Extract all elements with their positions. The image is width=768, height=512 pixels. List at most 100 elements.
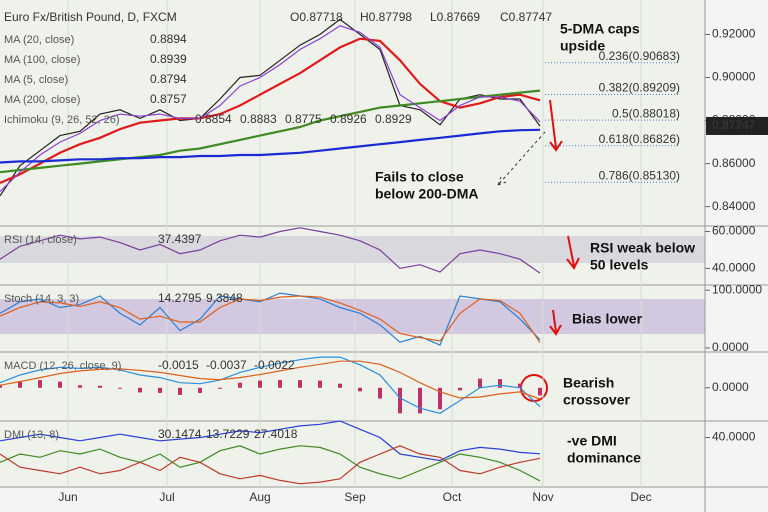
histogram-bar: [538, 387, 542, 396]
annotation: upside: [560, 38, 605, 54]
price-box: [706, 116, 768, 135]
panel-title: DMI (13, 8): [4, 429, 59, 441]
histogram-bar: [198, 387, 202, 393]
series-line: [0, 227, 541, 274]
legend-value: -0.0022: [254, 358, 295, 372]
x-tick-label: Dec: [630, 490, 651, 504]
histogram-bar: [218, 387, 222, 389]
histogram-bar: [458, 387, 462, 391]
legend-value: 13.7229: [206, 427, 250, 441]
legend-label: MA (20, close): [4, 34, 74, 46]
series-line: [0, 292, 541, 346]
ohlc-value: C0.87747: [500, 10, 552, 24]
legend-label: MA (200, close): [4, 94, 80, 106]
annotation: RSI weak below: [590, 240, 695, 256]
legend-value: 0.8939: [150, 52, 187, 66]
legend-value: 14.2795: [158, 291, 202, 305]
series-line: [0, 360, 541, 400]
annotation: dominance: [567, 450, 641, 466]
histogram-bar: [318, 380, 322, 388]
fib-label: 0.786(0.85130): [599, 168, 680, 182]
rsi-band: [0, 236, 705, 263]
histogram-bar: [258, 380, 262, 388]
histogram-bar: [178, 387, 182, 395]
x-tick-label: Jun: [58, 490, 77, 504]
ohlc-value: L0.87669: [430, 10, 480, 24]
axis-background: [705, 0, 768, 512]
legend-value: 27.4018: [254, 427, 298, 441]
x-tick-label: Jul: [159, 490, 174, 504]
dashed-arrow: [497, 131, 546, 186]
histogram-bar: [398, 387, 402, 414]
series-line: [0, 356, 541, 414]
histogram-bar: [438, 387, 442, 410]
x-tick-label: Aug: [249, 490, 270, 504]
legend-value: -0.0015: [158, 358, 199, 372]
histogram-bar: [158, 387, 162, 393]
series-line: [0, 445, 541, 485]
y-tick-label: 0.84000: [712, 199, 756, 213]
fib-label: 0.236(0.90683): [599, 49, 680, 63]
y-tick-label: 40.0000: [712, 430, 756, 444]
histogram-bar: [338, 383, 342, 388]
stoch-band: [0, 299, 705, 334]
fib-label: 0.382(0.89209): [599, 81, 680, 95]
series-line: [0, 445, 541, 482]
histogram-bar: [498, 379, 502, 388]
histogram-bar: [238, 382, 242, 388]
x-tick-label: Oct: [443, 490, 462, 504]
chart-title: Euro Fx/British Pound, D, FXCM: [4, 10, 177, 24]
histogram-bar: [418, 387, 422, 414]
annotation: 5-DMA caps: [560, 21, 640, 37]
x-tick-label: Nov: [532, 490, 553, 504]
legend-value: -0.0037: [206, 358, 247, 372]
legend-value: 37.4397: [158, 232, 202, 246]
legend-value: 0.8894: [150, 32, 187, 46]
series-line: [0, 18, 541, 197]
y-tick-label: 0.90000: [712, 70, 756, 84]
legend-label: MA (5, close): [4, 74, 68, 86]
legend-label: MA (100, close): [4, 54, 80, 66]
legend-label: Ichimoku (9, 26, 52, 26): [4, 114, 120, 126]
histogram-bar: [38, 380, 42, 388]
legend-value: 0.8775: [285, 112, 322, 126]
series-line: [0, 128, 541, 164]
annotation: below 200-DMA: [375, 186, 478, 202]
legend-value: 0.8854: [195, 112, 232, 126]
y-tick-label: 0.0000: [712, 340, 749, 354]
x-tick-label: Sep: [344, 490, 366, 504]
legend-value: 9.3848: [206, 291, 243, 305]
annotation: Bias lower: [572, 311, 643, 327]
annotation: -ve DMI: [567, 433, 617, 449]
price-label: 0.87747: [712, 118, 756, 132]
series-line: [0, 37, 541, 185]
histogram-bar: [0, 385, 2, 388]
histogram-bar: [58, 381, 62, 388]
histogram-bar: [298, 380, 302, 388]
ohlc-value: O0.87718: [290, 10, 343, 24]
annotation: Fails to close: [375, 169, 464, 185]
annotation: crossover: [563, 392, 630, 408]
annotation: 50 levels: [590, 257, 649, 273]
histogram-bar: [18, 381, 22, 388]
series-line: [0, 89, 541, 174]
histogram-bar: [358, 387, 362, 392]
fib-label: 0.5(0.88018): [612, 106, 680, 120]
histogram-bar: [98, 385, 102, 388]
histogram-bar: [118, 387, 122, 389]
ohlc-value: H0.87798: [360, 10, 412, 24]
legend-value: 0.8926: [330, 112, 367, 126]
series-line: [0, 295, 541, 343]
y-tick-label: 40.0000: [712, 261, 756, 275]
annotation: Bearish: [563, 375, 614, 391]
histogram-bar: [378, 387, 382, 399]
legend-value: 0.8929: [375, 112, 412, 126]
axis-background: [0, 487, 705, 512]
panel-title: RSI (14, close): [4, 234, 77, 246]
legend-value: 30.1474: [158, 427, 202, 441]
y-tick-label: 100.0000: [712, 282, 762, 296]
histogram-bar: [518, 383, 522, 388]
y-tick-label: 60.0000: [712, 224, 756, 238]
